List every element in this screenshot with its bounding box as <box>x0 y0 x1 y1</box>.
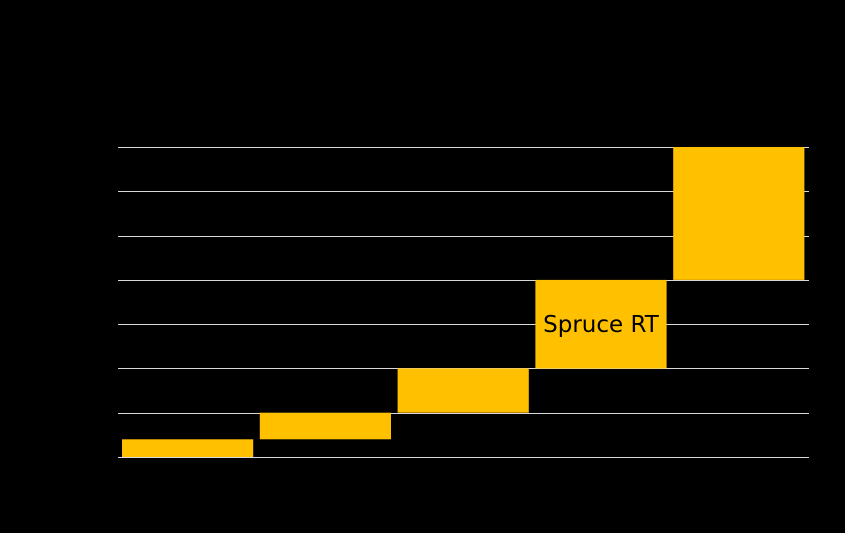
bars <box>122 147 805 457</box>
bar-data-label: Spruce RT <box>543 312 660 338</box>
waterfall-bar <box>259 412 391 440</box>
waterfall-bar <box>397 368 529 413</box>
waterfall-bar <box>535 279 667 369</box>
waterfall-bar <box>122 439 254 457</box>
data-labels: Spruce RT <box>543 312 660 338</box>
waterfall-bar <box>673 147 805 280</box>
